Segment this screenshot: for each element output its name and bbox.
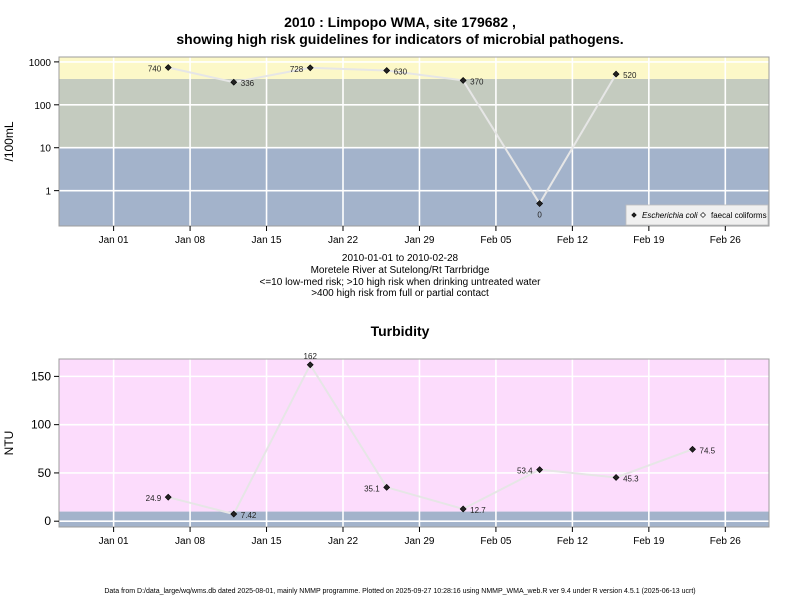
chart1-legend-label-1: faecal coliforms <box>711 211 767 220</box>
chart1-series-0-point-3 <box>383 67 391 74</box>
chart1-note-site: Moretele River at Sutelong/Rt Tarrbridge <box>310 265 490 276</box>
chart1-series-0-label-5: 0 <box>537 211 542 220</box>
chart2-series-0-label-1: 7.42 <box>241 511 257 520</box>
chart1-legend-marker-1 <box>700 212 706 218</box>
chart2-series-0-label-3: 35.1 <box>364 484 380 493</box>
chart1-ylabel: /100mL <box>2 121 16 161</box>
chart2-series-0-point-6 <box>612 474 620 481</box>
chart2-series-0-point-2 <box>306 361 314 369</box>
chart2-series-0-point-5 <box>536 466 544 474</box>
chart1-series-0-label-4: 370 <box>470 77 484 86</box>
chart2-series-0-label-4: 12.7 <box>470 506 486 515</box>
chart2-series-0-point-4 <box>459 505 467 513</box>
chart1-series-0-label-1: 336 <box>241 79 255 88</box>
chart2-band-0 <box>59 511 769 527</box>
chart2-xtick-label-7: Feb 19 <box>633 536 665 547</box>
chart1-xtick-label-6: Feb 12 <box>557 235 589 246</box>
chart2-series-0-label-5: 53.4 <box>517 467 533 476</box>
chart2-band-1 <box>59 359 769 512</box>
chart2-xtick-label-3: Jan 22 <box>328 536 358 547</box>
chart1-legend-box <box>625 204 769 226</box>
chart2-xtick-label-0: Jan 01 <box>99 536 129 547</box>
chart1-series-0-point-1 <box>230 78 238 86</box>
chart1-series-0-label-0: 740 <box>148 65 162 74</box>
chart1-series-0-label-3: 630 <box>394 68 408 77</box>
chart2-series-0-line <box>167 362 693 516</box>
chart1-series-0-label-2: 728 <box>290 65 304 74</box>
chart1-legend-label-0: Escherichia coli <box>642 211 698 220</box>
chart1-title-line2: showing high risk guidelines for indicat… <box>176 31 624 47</box>
chart1-xtick-label-0: Jan 01 <box>99 235 129 246</box>
chart1-note-risk-drinking: <=10 low-med risk; >10 high risk when dr… <box>259 277 541 288</box>
chart2-series-0-label-0: 24.9 <box>146 494 162 503</box>
chart1-series-0-label-6: 520 <box>623 71 637 80</box>
chart2-xtick-label-2: Jan 15 <box>252 536 282 547</box>
chart2-series-0-point-3 <box>383 483 391 491</box>
chart1-series-0-point-6 <box>612 70 620 78</box>
chart2-series-0-label-7: 74.5 <box>700 446 716 455</box>
chart1-xtick-label-8: Feb 26 <box>710 235 742 246</box>
chart2-series-0-label-2: 162 <box>304 352 318 361</box>
chart1-xtick-label-1: Jan 08 <box>175 235 205 246</box>
chart1-xtick-label-7: Feb 19 <box>633 235 665 246</box>
chart2-plot-frame <box>58 358 770 528</box>
chart1-series-0-point-0 <box>164 64 172 71</box>
chart2-series-0-point-7 <box>689 445 696 453</box>
chart1-xtick-label-5: Feb 05 <box>480 235 512 246</box>
chart2-xtick-label-6: Feb 12 <box>557 536 589 547</box>
chart1-xtick-label-4: Jan 29 <box>404 235 434 246</box>
chart2-series-0-point-0 <box>164 493 172 501</box>
chart1-ytick-label-1: 10 <box>40 144 52 155</box>
chart1-title-line1: 2010 : Limpopo WMA, site 179682 , <box>284 14 516 30</box>
chart2-xtick-label-4: Jan 29 <box>404 536 434 547</box>
chart2-series-0-label-6: 45.3 <box>623 474 639 483</box>
chart2-ylabel: NTU <box>2 431 16 456</box>
chart2-xtick-label-8: Feb 26 <box>710 536 742 547</box>
chart1-ytick-label-3: 1000 <box>29 58 52 69</box>
chart2-xtick-label-1: Jan 08 <box>175 536 205 547</box>
chart1-ytick-label-2: 100 <box>34 101 51 112</box>
chart1-band-1 <box>59 78 769 148</box>
chart1-note-risk-contact: >400 high risk from full or partial cont… <box>311 288 489 299</box>
footer-source-note: Data from D:/data_large/wq/wms.db dated … <box>104 588 696 595</box>
chart1-plot-frame <box>58 56 770 227</box>
chart2-series-0-point-1 <box>230 510 238 518</box>
chart1-ytick-label-0: 1 <box>45 187 51 198</box>
chart1-legend: Escherichia coli faecal coliforms <box>625 204 769 226</box>
chart1-legend-marker-0 <box>631 212 637 218</box>
chart1-series-0-point-2 <box>306 64 314 72</box>
chart2-ytick-label-3: 150 <box>31 369 51 383</box>
chart2-title: Turbidity <box>370 323 430 339</box>
chart1-xtick-label-3: Jan 22 <box>328 235 358 246</box>
chart2-ytick-label-0: 0 <box>44 514 51 528</box>
chart1-note-date-range: 2010-01-01 to 2010-02-28 <box>341 253 459 264</box>
chart1-series-0-point-5 <box>536 200 544 207</box>
chart1-xtick-label-2: Jan 15 <box>252 235 282 246</box>
chart2-ytick-label-2: 100 <box>31 418 51 432</box>
microbial-chart: 1 10 100 1000 Jan 01 Jan 08 Jan 15 Jan 22 Jan 29… <box>2 56 770 246</box>
chart2-ytick-label-1: 50 <box>38 466 52 480</box>
chart2-xtick-label-5: Feb 05 <box>480 536 512 547</box>
chart1-series-0-point-4 <box>459 76 467 84</box>
